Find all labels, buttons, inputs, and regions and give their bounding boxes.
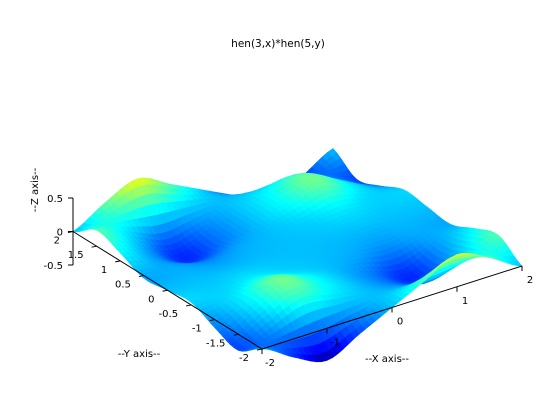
z-tick-label: 0.5 — [47, 194, 63, 205]
chart-title: hen(3,x)*hen(5,y) — [231, 38, 325, 50]
y-tick — [138, 275, 144, 278]
y-tick — [115, 260, 121, 263]
tick-marks — [67, 197, 523, 354]
z-axis-label: --Z axis-- — [30, 167, 41, 212]
y-tick-label: 0 — [148, 294, 154, 305]
y-tick-label: -2 — [239, 353, 249, 364]
y-tick — [162, 289, 168, 292]
y-tick-label: -1.5 — [206, 338, 226, 349]
y-axis-label: --Y axis-- — [118, 349, 161, 360]
y-tick-label: 0.5 — [115, 280, 131, 291]
y-tick-label: 1 — [101, 265, 107, 276]
z-tick-label: 0 — [57, 228, 63, 239]
y-tick-label: 1.5 — [68, 250, 84, 261]
tick-labels: -2 -1 0 1 2 -2 -1.5 -1 -0.5 0 0.5 1 1.5 2 -0.5 0 0.5 — [43, 194, 533, 369]
z-tick-label: -0.5 — [43, 261, 63, 272]
x-tick-label: -2 — [265, 358, 275, 369]
y-tick — [209, 319, 215, 322]
y-tick — [186, 304, 192, 307]
surface-mesh — [72, 148, 523, 363]
x-tick-label: 2 — [527, 275, 533, 286]
x-axis-label: --X axis-- — [365, 354, 409, 365]
x-tick-label: -1 — [330, 337, 340, 348]
y-tick — [233, 333, 239, 336]
y-tick-label: 2 — [54, 236, 60, 247]
y-tick — [91, 245, 97, 248]
y-tick-label: -1 — [192, 324, 202, 335]
x-tick-label: 1 — [462, 296, 468, 307]
y-tick-label: -0.5 — [159, 309, 179, 320]
y-tick — [256, 348, 263, 351]
x-tick-label: 0 — [397, 317, 403, 328]
